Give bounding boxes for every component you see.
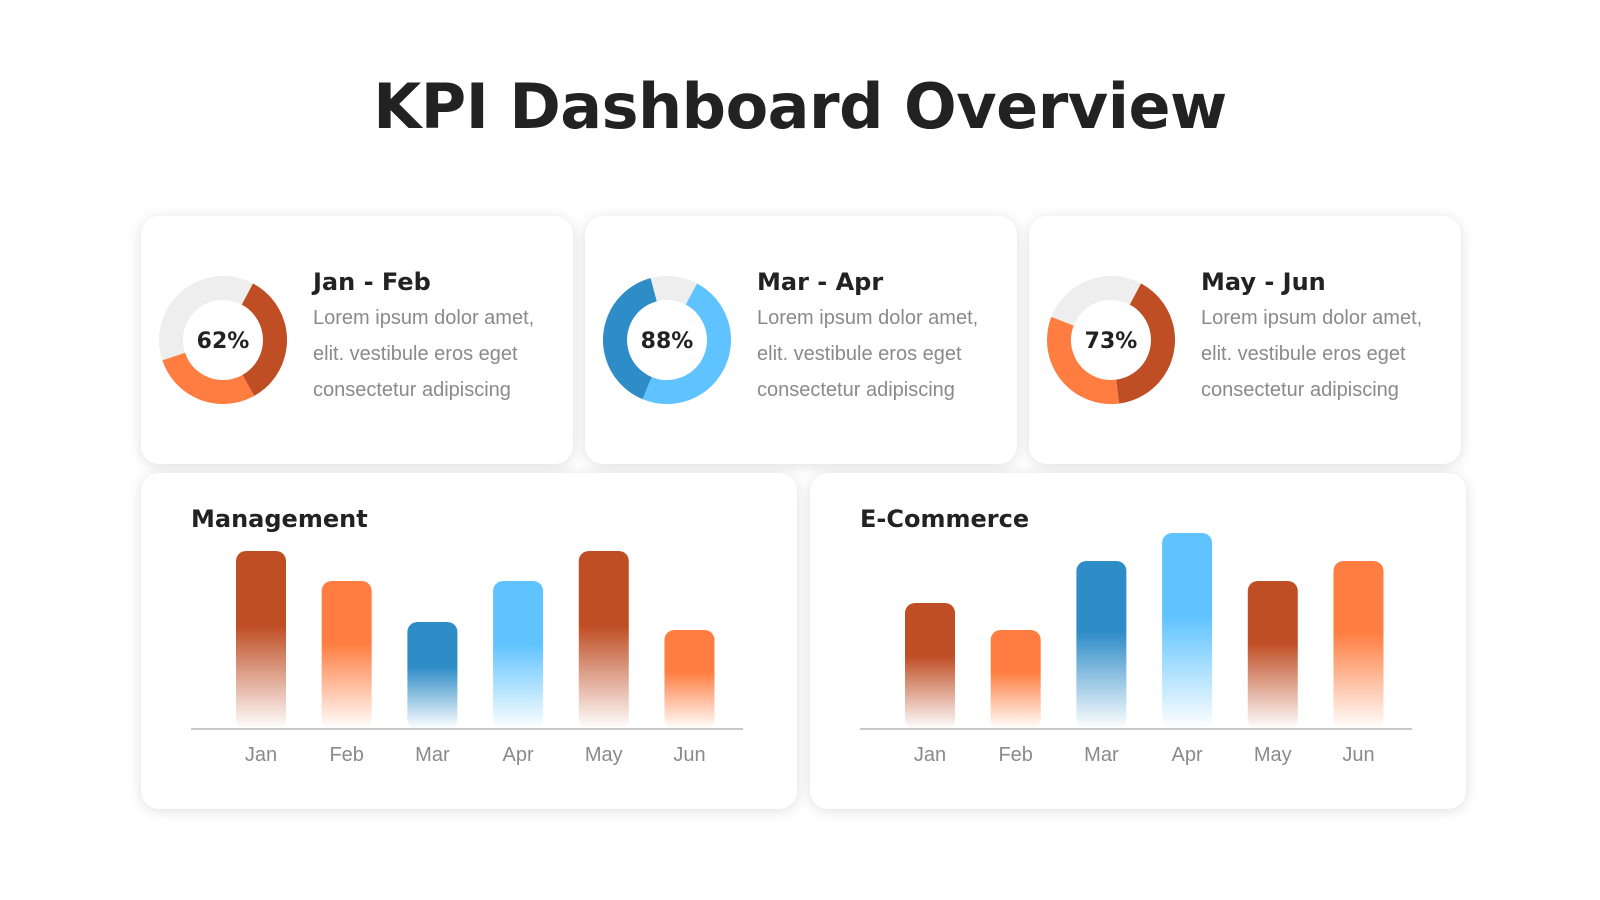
kpi-donut-may-jun: 73% [1047, 276, 1175, 404]
kpi-description: Lorem ipsum dolor amet, elit. vestibule … [1201, 307, 1423, 401]
bar-feb [990, 630, 1041, 729]
x-tick-label: Jan [914, 744, 946, 766]
x-tick-label: Apr [503, 744, 534, 766]
kpi-description: Lorem ipsum dolor amet, elit. vestibule … [757, 307, 979, 401]
x-tick-label: Apr [1172, 744, 1203, 766]
donut-arc-secondary [159, 276, 287, 404]
bar-mar [407, 622, 458, 729]
x-tick-label: Jun [1342, 744, 1374, 766]
kpi-donut-jan-feb: 62% [159, 276, 287, 404]
bar-jun [664, 630, 715, 729]
chart-title: E-Commerce [860, 505, 1030, 533]
donut-value-label: 73% [1085, 329, 1138, 354]
kpi-card-may-jun: 73% May - Jun Lorem ipsum dolor amet, el… [1029, 216, 1461, 464]
donut-arc-secondary [603, 276, 731, 404]
donut-value-label: 62% [197, 329, 250, 354]
bar-feb [321, 581, 372, 729]
kpi-period: Jan - Feb [313, 268, 431, 296]
kpi-period: Mar - Apr [757, 268, 884, 296]
x-tick-label: May [585, 744, 623, 766]
page-title: KPI Dashboard Overview [373, 70, 1227, 143]
bar-mar [1076, 561, 1127, 729]
x-tick-label: Mar [415, 744, 450, 766]
kpi-period: May - Jun [1201, 268, 1326, 296]
donut-arc-primary [159, 276, 287, 404]
kpi-card-mar-apr: 88% Mar - Apr Lorem ipsum dolor amet, el… [585, 216, 1017, 464]
chart-title: Management [191, 505, 368, 533]
bar-jan [905, 603, 955, 729]
kpi-donut-mar-apr: 88% [603, 276, 731, 404]
x-tick-label: Feb [998, 744, 1032, 766]
bar-apr [493, 581, 544, 729]
management-bar-chart: Jan Feb Mar Apr May Jun [191, 551, 743, 766]
donut-arc-secondary [1047, 276, 1175, 404]
bar-may [578, 551, 629, 729]
x-tick-label: May [1254, 744, 1292, 766]
bar-jan [236, 551, 286, 729]
donut-arc-primary [603, 276, 731, 404]
x-tick-label: Jan [245, 744, 277, 766]
x-tick-label: Mar [1084, 744, 1119, 766]
kpi-description: Lorem ipsum dolor amet, elit. vestibule … [313, 307, 535, 401]
x-tick-label: Jun [673, 744, 705, 766]
kpi-card-jan-feb: 62% Jan - Feb Lorem ipsum dolor amet, el… [141, 216, 573, 464]
bar-may [1247, 581, 1298, 729]
bar-apr [1162, 533, 1213, 729]
management-chart-card: Management Jan Feb Mar Apr May Jun [141, 473, 797, 809]
bar-jun [1333, 561, 1384, 729]
ecommerce-chart-card: E-Commerce Jan Feb Mar Apr May Jun [810, 473, 1466, 809]
ecommerce-bar-chart: Jan Feb Mar Apr May Jun [860, 533, 1412, 766]
donut-value-label: 88% [641, 329, 694, 354]
x-tick-label: Feb [329, 744, 363, 766]
